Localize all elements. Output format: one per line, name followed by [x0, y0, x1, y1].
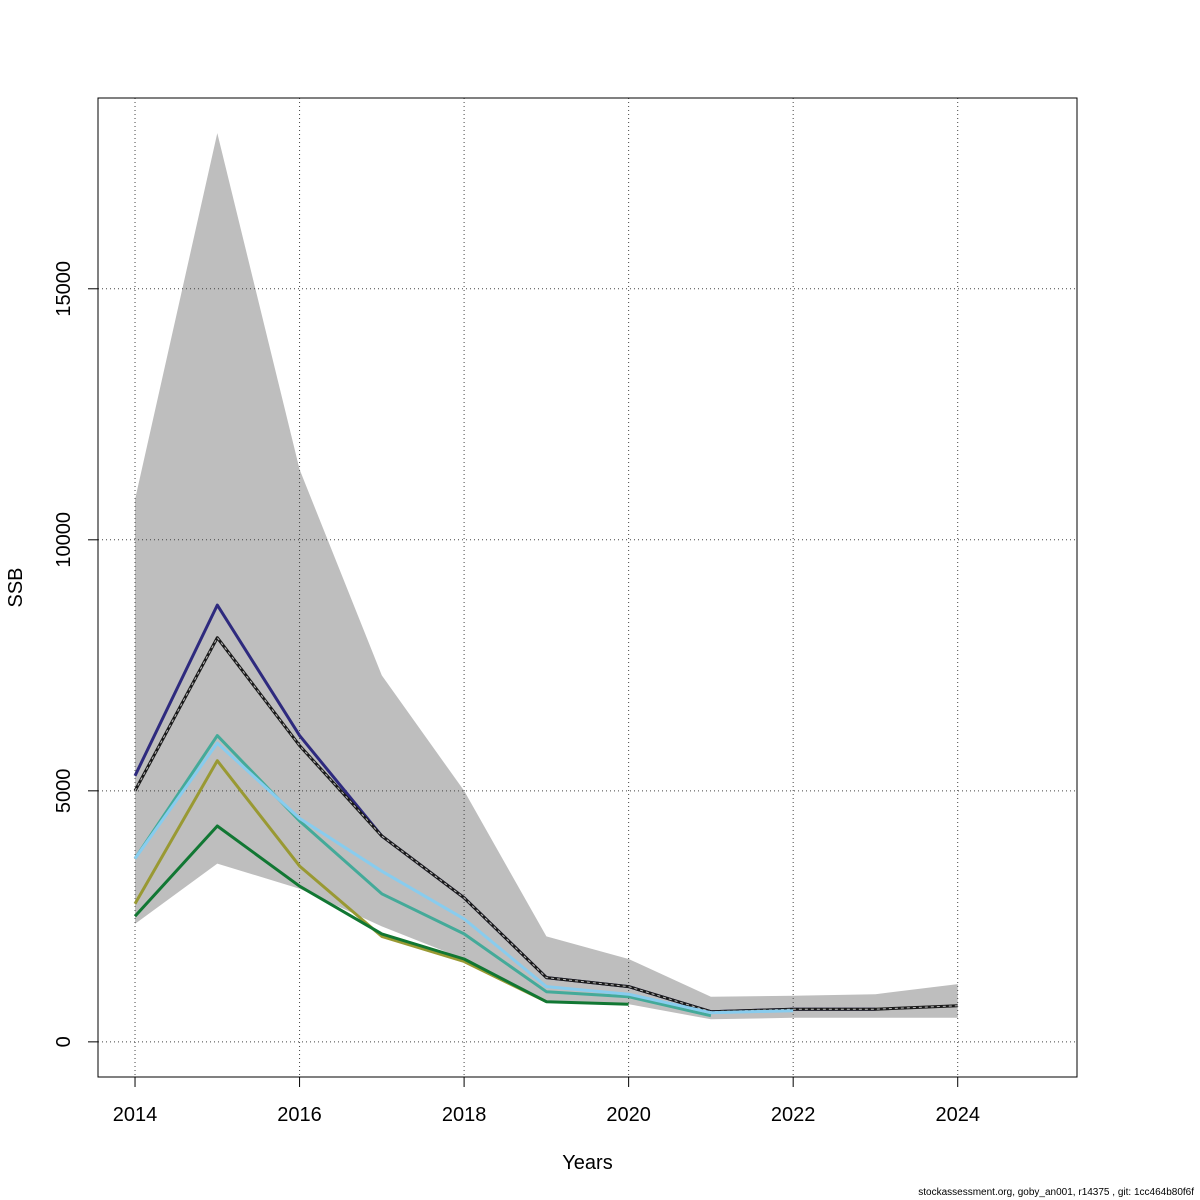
- y-tick-label: 10000: [53, 512, 75, 568]
- x-axis: 2014 2016 2018 2020 2022 2024: [113, 1076, 980, 1126]
- series-line: [133, 759, 548, 1004]
- series-line-dash-overlay: [134, 636, 958, 1013]
- series-line: [133, 824, 629, 1006]
- confidence-band-layer: [135, 133, 958, 1020]
- y-tick-label: 15000: [53, 261, 75, 317]
- y-tick-label: 0: [53, 1036, 75, 1047]
- x-tick-label: 2020: [606, 1104, 651, 1126]
- x-tick-label: 2018: [442, 1104, 487, 1126]
- y-tick-label: 5000: [53, 769, 75, 814]
- y-axis-title: SSB: [5, 567, 27, 607]
- series-line: [133, 734, 712, 1018]
- x-tick-label: 2016: [277, 1104, 322, 1126]
- x-axis-title: Years: [562, 1152, 612, 1174]
- x-tick-label: 2024: [935, 1104, 980, 1126]
- series-layer: [133, 603, 958, 1018]
- confidence-band: [135, 133, 958, 1020]
- series-line: [133, 741, 794, 1015]
- footer-note: stockassessment.org, goby_an001, r14375 …: [918, 1187, 1194, 1198]
- x-tick-label: 2022: [771, 1104, 816, 1126]
- x-tick-label: 2014: [113, 1104, 158, 1126]
- y-axis: 0 5000 10000 15000: [53, 261, 99, 1047]
